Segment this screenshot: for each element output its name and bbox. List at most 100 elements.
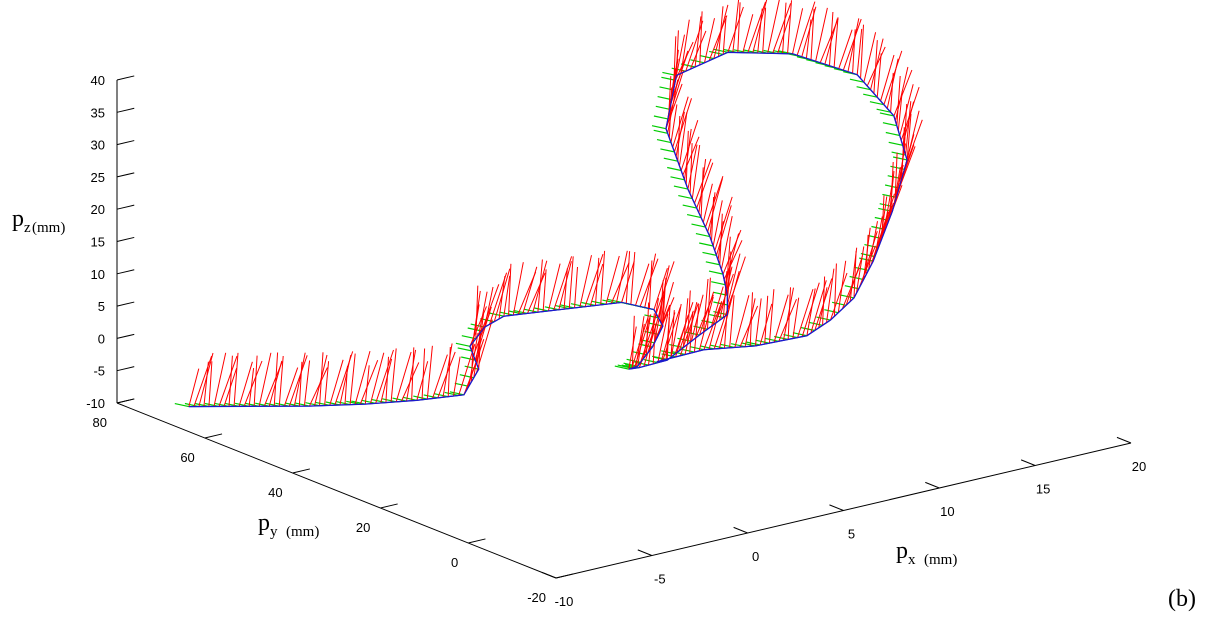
z-frame-vector bbox=[678, 310, 694, 351]
x-tick-label: 10 bbox=[940, 504, 954, 519]
y-frame-vector bbox=[741, 342, 756, 347]
z-frame-vector bbox=[787, 287, 791, 340]
z-frame-vector bbox=[722, 15, 727, 55]
y-frame-vector bbox=[371, 399, 387, 404]
y-tick-label: 0 bbox=[451, 555, 458, 570]
y-frame-vector bbox=[663, 157, 678, 162]
z-frame-vector bbox=[508, 263, 512, 316]
z-frame-vector bbox=[442, 343, 453, 398]
z-frame-vector bbox=[472, 311, 491, 356]
z-frame-vector bbox=[856, 28, 863, 75]
z-frame-vector bbox=[625, 251, 631, 304]
y-frame-vector bbox=[710, 344, 725, 349]
y-frame-vector bbox=[489, 312, 504, 317]
z-frame-vector bbox=[670, 303, 682, 358]
z-frame-vector bbox=[385, 356, 389, 403]
y-frame-vector bbox=[792, 332, 808, 337]
z-frame-vector bbox=[680, 120, 699, 171]
z-frame-vector bbox=[828, 11, 834, 66]
z-frame-vector bbox=[558, 261, 572, 310]
y-frame-vector bbox=[705, 261, 720, 266]
z-frame-vector bbox=[411, 347, 415, 401]
y-frame-vector bbox=[614, 365, 629, 370]
y-frame-vector bbox=[651, 125, 667, 130]
z-frame-vector bbox=[349, 353, 356, 405]
y-axis-label-unit: (mm) bbox=[286, 524, 319, 540]
x-tick-mark bbox=[541, 571, 557, 579]
z-frame-vector bbox=[708, 301, 723, 350]
y-frame-vector bbox=[879, 112, 895, 117]
z-frame-vector bbox=[897, 91, 903, 131]
y-frame-vector bbox=[720, 343, 735, 349]
z-tick-mark bbox=[116, 269, 135, 275]
z-tick-mark bbox=[116, 107, 135, 113]
z-frame-vector bbox=[594, 257, 600, 306]
z-frame-vector bbox=[742, 14, 754, 53]
y-frame-vector bbox=[570, 303, 586, 308]
z-tick-mark bbox=[116, 236, 135, 242]
y-frame-vector bbox=[764, 337, 779, 342]
z-frame-vector bbox=[863, 227, 871, 280]
x-tick-label: -5 bbox=[654, 572, 666, 587]
x-tick-mark bbox=[733, 526, 748, 534]
z-frame-vector bbox=[542, 269, 547, 312]
z-frame-vector bbox=[198, 352, 214, 407]
z-tick-mark bbox=[116, 398, 135, 404]
z-frame-vector bbox=[686, 290, 691, 345]
x-axis-label-sub: x bbox=[908, 552, 916, 568]
z-frame-vector bbox=[782, 2, 787, 54]
z-frame-vector bbox=[691, 145, 701, 199]
y-frame-vector bbox=[689, 346, 705, 351]
z-frame-vector bbox=[354, 350, 371, 405]
z-frame-vector bbox=[863, 32, 877, 83]
z-frame-vector bbox=[639, 258, 659, 307]
z-frame-vector bbox=[805, 19, 812, 59]
z-frame-vector bbox=[660, 280, 664, 322]
z-frame-vector bbox=[484, 286, 494, 328]
z-frame-vector bbox=[689, 30, 707, 70]
z-frame-vector bbox=[228, 355, 233, 407]
x-tick-mark bbox=[637, 549, 653, 556]
z-frame-vector bbox=[693, 303, 700, 353]
y-frame-vector bbox=[690, 59, 705, 64]
z-frame-vector bbox=[671, 54, 688, 100]
x-axis-label: p x (mm) bbox=[896, 538, 957, 568]
z-frame-vector bbox=[903, 119, 923, 170]
z-frame-vector bbox=[452, 356, 461, 397]
z-tick-label: 20 bbox=[91, 202, 105, 217]
y-frame-vector bbox=[849, 78, 865, 83]
z-frame-vector bbox=[605, 255, 620, 305]
y-frame-vector bbox=[682, 204, 697, 209]
y-frame-vector bbox=[808, 321, 823, 326]
y-frame-vector bbox=[581, 301, 596, 307]
z-frame-vector bbox=[248, 368, 255, 407]
z-frame-vector bbox=[553, 256, 573, 311]
z-frame-vector bbox=[818, 287, 828, 329]
x-tick-mark bbox=[1020, 459, 1036, 466]
y-frame-vector bbox=[315, 401, 330, 406]
y-frame-vector bbox=[888, 141, 903, 146]
z-frame-vector bbox=[380, 358, 393, 404]
z-tick-label: -5 bbox=[93, 364, 105, 379]
z-frame-vector bbox=[447, 346, 451, 397]
y-frame-vector bbox=[602, 299, 617, 304]
y-frame-vector bbox=[449, 391, 465, 396]
z-frame-vector bbox=[308, 367, 328, 407]
z-frame-vector bbox=[680, 19, 690, 74]
z-frame-vector bbox=[702, 183, 713, 223]
x-tick-mark bbox=[925, 481, 940, 489]
z-frame-vector bbox=[673, 98, 692, 153]
z-frame-vector bbox=[208, 361, 213, 407]
z-frame-vector bbox=[481, 284, 500, 332]
z-frame-vector bbox=[797, 288, 814, 338]
z-frame-vector bbox=[563, 268, 568, 310]
z-tick-label: 15 bbox=[91, 235, 105, 250]
z-frame-vector bbox=[698, 159, 707, 213]
z-frame-vector bbox=[754, 298, 762, 347]
x-tick-label: 5 bbox=[848, 527, 855, 542]
z-frame-vector bbox=[687, 144, 698, 190]
z-frame-vector bbox=[635, 263, 650, 306]
z-frame-vector bbox=[238, 361, 253, 407]
z-frame-vector bbox=[359, 360, 379, 405]
y-frame-vector bbox=[591, 300, 607, 305]
